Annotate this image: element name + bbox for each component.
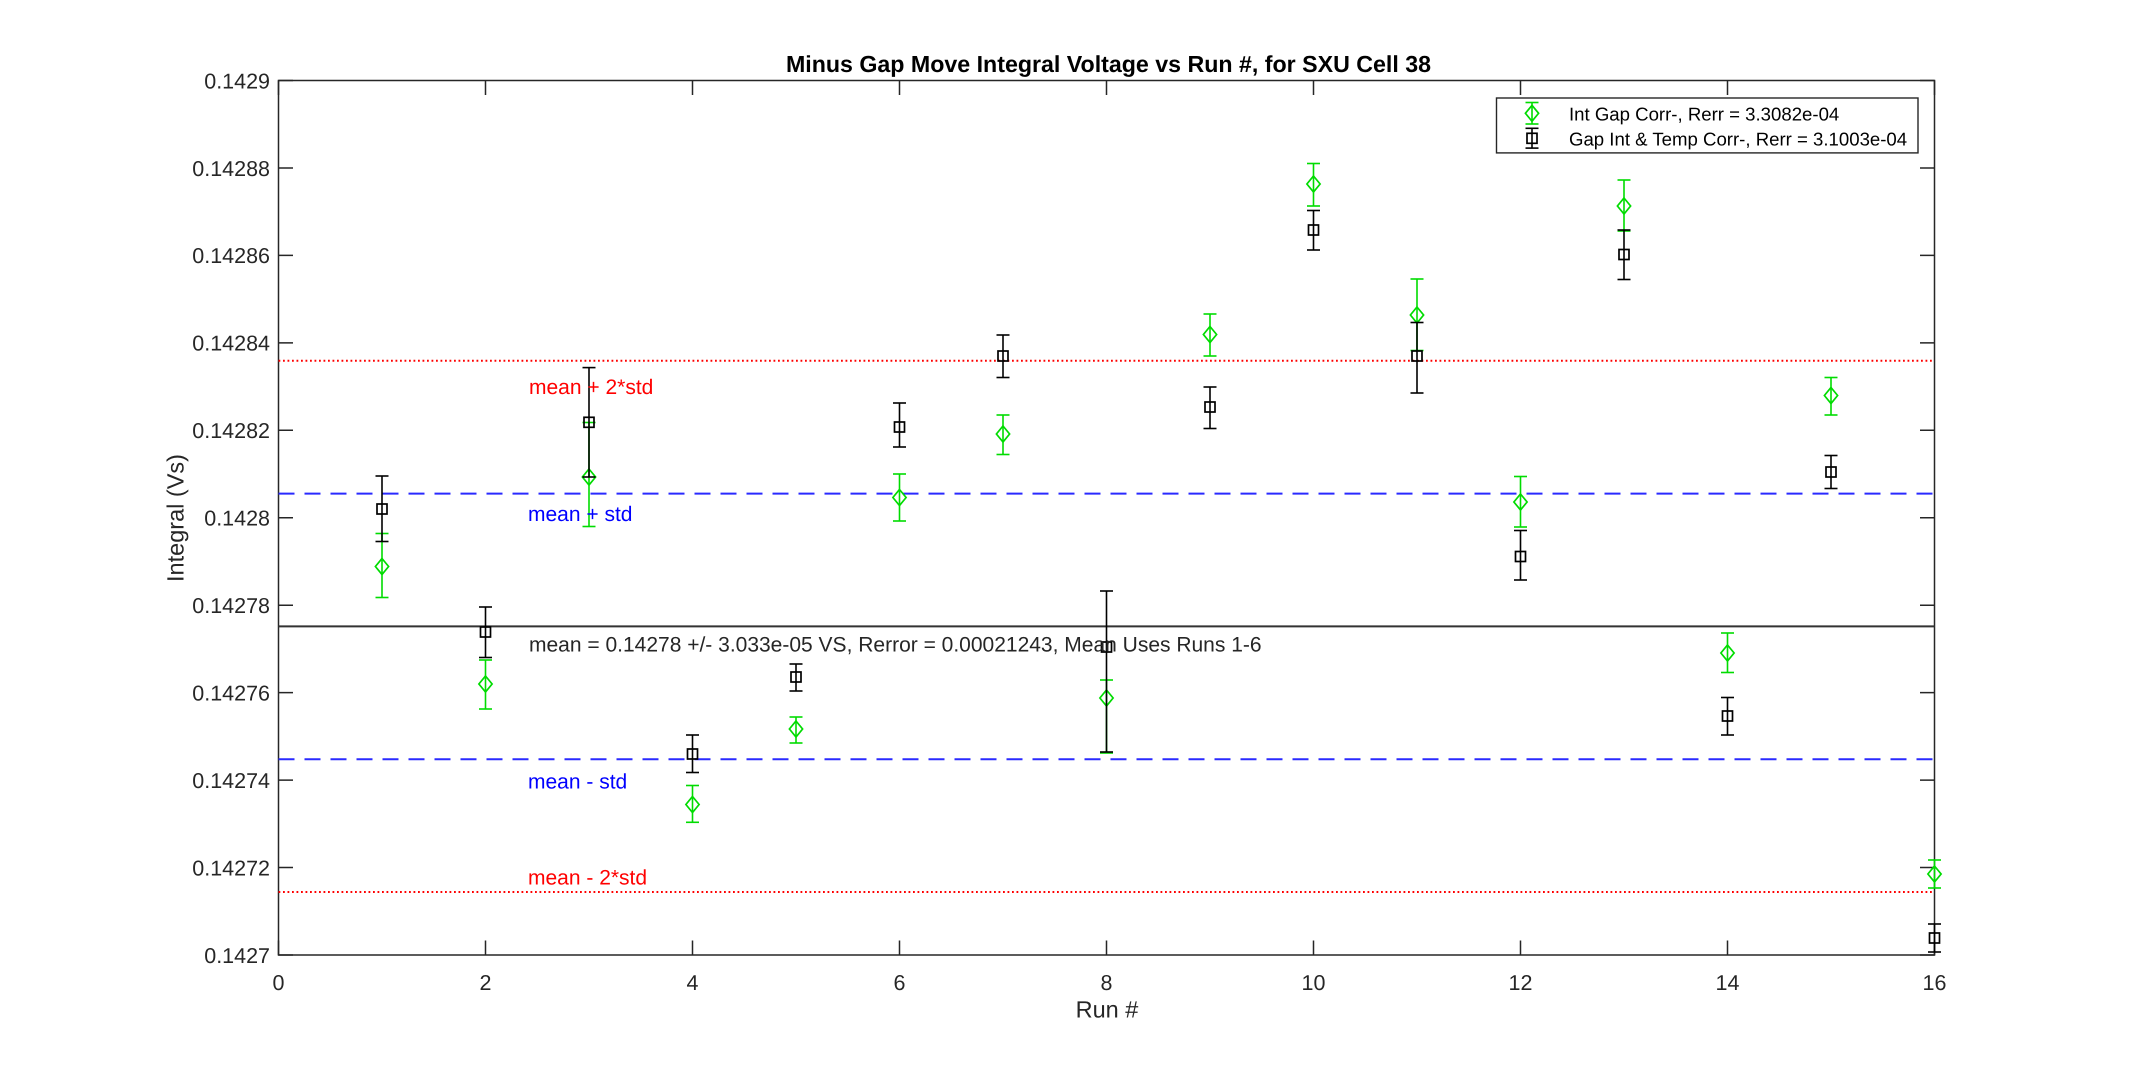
svg-text:0.14276: 0.14276 <box>192 681 270 705</box>
svg-text:0.14286: 0.14286 <box>192 244 270 268</box>
svg-text:mean - 2*std: mean - 2*std <box>528 866 647 889</box>
svg-text:12: 12 <box>1509 971 1533 995</box>
svg-text:6: 6 <box>894 971 906 995</box>
svg-text:0.1429: 0.1429 <box>204 69 270 93</box>
svg-text:Gap Int & Temp Corr-, Rerr = 3: Gap Int & Temp Corr-, Rerr = 3.1003e-04 <box>1569 128 1907 149</box>
svg-text:4: 4 <box>687 971 699 995</box>
svg-text:0.1427: 0.1427 <box>204 944 270 968</box>
svg-text:16: 16 <box>1923 971 1947 995</box>
svg-text:Integral (Vs): Integral (Vs) <box>163 454 189 582</box>
svg-text:0: 0 <box>273 971 285 995</box>
svg-text:8: 8 <box>1101 971 1113 995</box>
svg-text:0.14274: 0.14274 <box>192 769 270 793</box>
svg-text:mean - std: mean - std <box>528 771 627 794</box>
svg-text:10: 10 <box>1302 971 1326 995</box>
svg-text:0.14272: 0.14272 <box>192 856 270 880</box>
svg-text:0.14278: 0.14278 <box>192 594 270 618</box>
svg-text:0.14282: 0.14282 <box>192 419 270 443</box>
svg-text:0.14284: 0.14284 <box>192 332 270 356</box>
svg-text:0.1428: 0.1428 <box>204 507 270 531</box>
svg-text:2: 2 <box>480 971 492 995</box>
svg-text:mean = 0.14278 +/- 3.033e-05 V: mean = 0.14278 +/- 3.033e-05 VS, Rerror … <box>529 634 1262 657</box>
svg-text:0.14288: 0.14288 <box>192 157 270 181</box>
svg-text:Run #: Run # <box>1076 997 1139 1023</box>
svg-text:mean + 2*std: mean + 2*std <box>529 376 653 399</box>
svg-text:14: 14 <box>1716 971 1740 995</box>
svg-text:mean + std: mean + std <box>528 503 632 526</box>
svg-text:Minus Gap Move Integral Voltag: Minus Gap Move Integral Voltage vs Run #… <box>786 51 1431 77</box>
svg-text:Int Gap Corr-, Rerr = 3.3082e-: Int Gap Corr-, Rerr = 3.3082e-04 <box>1569 103 1839 124</box>
